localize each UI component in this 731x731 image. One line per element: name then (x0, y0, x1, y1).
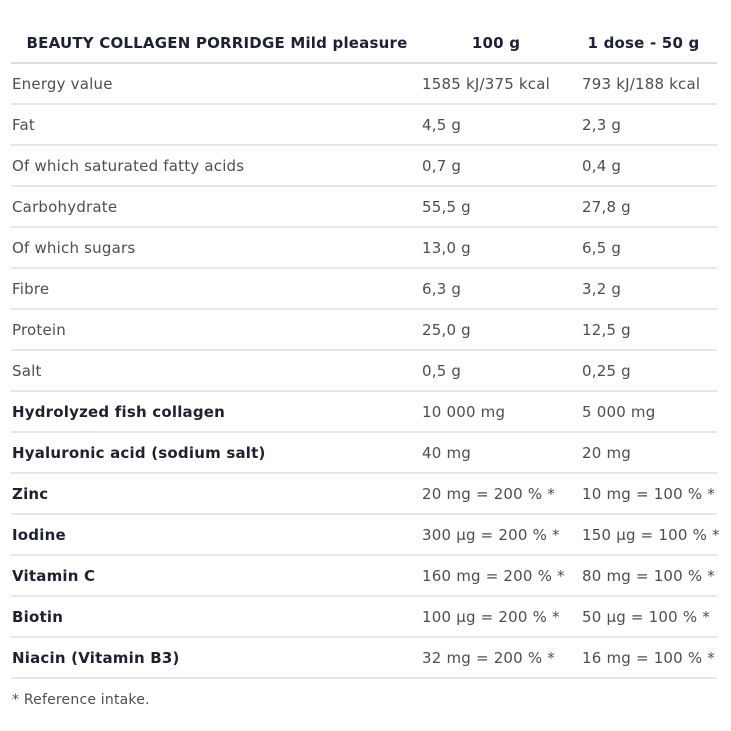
row-value-per-dose: 0,25 g (582, 361, 631, 380)
product-title: BEAUTY COLLAGEN PORRIDGE Mild pleasure (26, 34, 408, 52)
row-label: Biotin (12, 607, 64, 626)
row-value-per-dose: 6,5 g (582, 238, 622, 257)
row-value-per-100g: 0,5 g (422, 361, 462, 380)
row-label: Hyaluronic acid (sodium salt) (12, 443, 266, 462)
table-row: Niacin (Vitamin B3) 32 mg = 200 % * 16 mg … (11, 638, 717, 679)
row-label: Iodine (12, 525, 66, 544)
row-value-per-100g: 20 mg = 200 % * (422, 484, 556, 503)
table-body: Energy value 1585 kJ/375 kcal 793 kJ/188 k… (11, 64, 720, 679)
row-label: Protein (12, 320, 66, 339)
table-row: Hyaluronic acid (sodium salt) 40 mg 20 mg (11, 433, 717, 474)
row-value-per-100g: 1585 kJ/375 kcal (422, 74, 550, 93)
row-value-per-dose: 793 kJ/188 kcal (582, 74, 701, 93)
table-row: Zinc 20 mg = 200 % * 10 mg = 100 % * (11, 474, 717, 515)
row-value-per-dose: 16 mg = 100 % * (582, 648, 716, 667)
row-value-per-dose: 80 mg = 100 % * (582, 566, 716, 585)
table-row: Protein 25,0 g 12,5 g (11, 310, 717, 351)
row-value-per-dose: 5 000 mg (582, 402, 656, 421)
row-value-per-100g: 6,3 g (422, 279, 462, 298)
table-row: Hydrolyzed fish collagen 10 000 mg 5 000 m… (11, 392, 717, 433)
row-value-per-dose: 12,5 g (582, 320, 631, 339)
table-row: Of which sugars 13,0 g 6,5 g (11, 228, 717, 269)
row-value-per-100g: 300 µg = 200 % * (422, 525, 560, 544)
table-row: Of which saturated fatty acids 0,7 g 0,4 g (11, 146, 717, 187)
table-row: Fibre 6,3 g 3,2 g (11, 269, 717, 310)
row-value-per-dose: 3,2 g (582, 279, 622, 298)
row-value-per-100g: 32 mg = 200 % * (422, 648, 556, 667)
row-value-per-dose: 20 mg (582, 443, 631, 462)
row-value-per-100g: 55,5 g (422, 197, 471, 216)
row-value-per-dose: 27,8 g (582, 197, 631, 216)
table-row: Fat 4,5 g 2,3 g (11, 105, 717, 146)
row-value-per-dose: 2,3 g (582, 115, 622, 134)
column-header-dose: 1 dose - 50 g (587, 34, 700, 52)
table-row: Biotin 100 µg = 200 % * 50 µg = 100 % * (11, 597, 717, 638)
row-value-per-dose: 50 µg = 100 % * (582, 607, 710, 626)
reference-intake-footnote: * Reference intake. (12, 692, 150, 708)
column-header-100g: 100 g (471, 34, 521, 52)
row-label: Salt (12, 361, 42, 380)
table-row: Salt 0,5 g 0,25 g (11, 351, 717, 392)
row-value-per-dose: 10 mg = 100 % * (582, 484, 716, 503)
table-row: Vitamin C 160 mg = 200 % * 80 mg = 100 % * (11, 556, 717, 597)
row-value-per-dose: 150 µg = 100 % * (582, 525, 720, 544)
table-header-row: BEAUTY COLLAGEN PORRIDGE Mild pleasure 1… (11, 0, 717, 64)
row-value-per-100g: 25,0 g (422, 320, 471, 339)
row-value-per-100g: 40 mg (422, 443, 471, 462)
table-row: Iodine 300 µg = 200 % * 150 µg = 100 % * (11, 515, 720, 556)
row-value-per-100g: 10 000 mg (422, 402, 506, 421)
row-label: Hydrolyzed fish collagen (12, 402, 226, 421)
row-label: Niacin (Vitamin B3) (12, 648, 180, 667)
row-label: Zinc (12, 484, 49, 503)
row-label: Carbohydrate (12, 197, 118, 216)
row-value-per-100g: 13,0 g (422, 238, 471, 257)
row-label: Vitamin C (12, 566, 96, 585)
row-label: Of which sugars (12, 238, 136, 257)
row-value-per-100g: 0,7 g (422, 156, 462, 175)
row-label: Energy value (12, 74, 113, 93)
row-value-per-100g: 100 µg = 200 % * (422, 607, 560, 626)
row-label: Fat (12, 115, 35, 134)
row-label: Fibre (12, 279, 50, 298)
row-value-per-100g: 4,5 g (422, 115, 462, 134)
table-row: Carbohydrate 55,5 g 27,8 g (11, 187, 717, 228)
nutrition-table: BEAUTY COLLAGEN PORRIDGE Mild pleasure 1… (11, 0, 720, 679)
row-label: Of which saturated fatty acids (12, 156, 245, 175)
table-row: Energy value 1585 kJ/375 kcal 793 kJ/188 k… (11, 64, 717, 105)
row-value-per-dose: 0,4 g (582, 156, 622, 175)
row-value-per-100g: 160 mg = 200 % * (422, 566, 565, 585)
